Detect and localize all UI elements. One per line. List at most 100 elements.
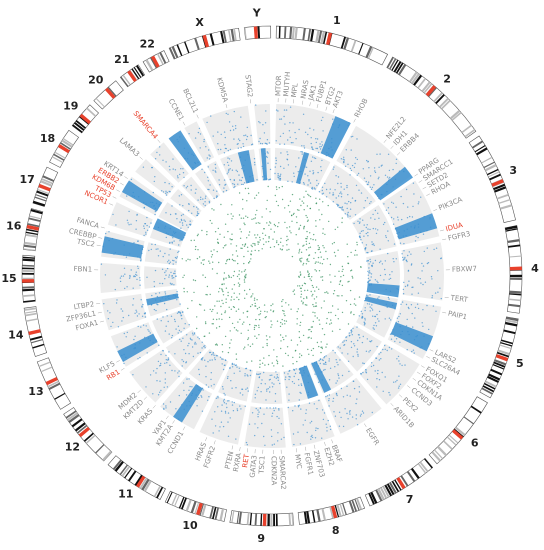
track-dot: [257, 192, 260, 194]
track-dot: [146, 216, 148, 219]
track-dot: [375, 357, 378, 359]
track-dot: [274, 172, 276, 175]
track-dot: [175, 261, 177, 263]
track-dot: [245, 273, 247, 276]
track-dot: [226, 406, 228, 409]
chromosome-band: [139, 477, 148, 489]
track-dot: [388, 346, 391, 349]
track-dot: [233, 138, 235, 140]
gene-label: PTEN: [224, 450, 236, 469]
track-dot: [299, 257, 301, 260]
track-dot: [411, 293, 413, 295]
track-dot: [315, 202, 318, 204]
track-dot: [343, 188, 345, 190]
track-dot: [397, 321, 400, 323]
track-dot: [148, 226, 151, 228]
track-dot: [404, 256, 406, 259]
chromosome-band: [497, 349, 510, 356]
track-dot: [271, 324, 273, 326]
track-dot: [371, 243, 373, 246]
track-dot: [386, 176, 389, 178]
track-dot: [407, 284, 409, 286]
track-dot: [216, 318, 218, 321]
track-dot: [305, 412, 307, 415]
track-dot: [270, 228, 272, 230]
chromosome-band: [421, 81, 431, 93]
track-dot: [300, 290, 302, 292]
chromosome-band: [32, 200, 46, 207]
track-dot: [259, 363, 261, 365]
track-dot: [356, 351, 358, 353]
track-dot: [309, 422, 311, 424]
chromosome-band: [433, 92, 443, 103]
track-dot: [201, 410, 204, 412]
track-dot: [322, 359, 324, 362]
track-dot: [235, 310, 237, 312]
track-dot: [257, 241, 259, 243]
track-dot: [393, 261, 395, 263]
track-dot: [249, 374, 252, 377]
track-dot: [256, 209, 258, 212]
track-dot: [315, 427, 317, 429]
track-dot: [215, 355, 217, 357]
track-dot: [298, 252, 300, 254]
track-dot: [317, 183, 320, 185]
track-dot: [232, 215, 234, 217]
chromosome-label: 15: [1, 272, 16, 285]
track-dot: [259, 222, 261, 224]
track-dot: [297, 378, 300, 381]
track-dot: [240, 332, 242, 334]
track-dot: [153, 308, 156, 311]
track-dot: [306, 238, 308, 240]
track-dot: [206, 233, 208, 236]
track-dot: [325, 322, 328, 324]
track-dot: [384, 273, 386, 276]
track-dot: [150, 222, 152, 224]
track-dot: [159, 365, 161, 367]
track-dot: [418, 201, 420, 203]
track-dot: [269, 211, 271, 213]
track-dot: [354, 249, 357, 252]
track-dot: [347, 216, 349, 218]
track-dot: [299, 321, 302, 324]
track-dot: [178, 244, 180, 246]
track-dot: [302, 245, 304, 247]
track-dot: [350, 270, 352, 272]
track-dot: [308, 254, 310, 257]
track-dot: [188, 209, 190, 212]
track-dot: [127, 222, 129, 224]
track-dot: [114, 288, 117, 291]
gene-label: BCL2L1: [181, 87, 199, 114]
track-dot: [211, 254, 214, 256]
track-dot: [226, 173, 228, 175]
track-dot: [303, 147, 306, 149]
track-dot: [155, 309, 157, 312]
track-dot: [299, 271, 301, 273]
track-dot: [196, 211, 199, 213]
track-dot: [214, 170, 216, 172]
track-dot: [277, 379, 279, 381]
track-dot: [306, 236, 309, 238]
track-dot: [266, 339, 268, 341]
track-dot: [346, 186, 348, 189]
chromosome-band: [365, 46, 373, 59]
chromosome-band: [508, 244, 521, 248]
track-dot: [169, 213, 172, 216]
track-dot: [348, 200, 350, 203]
track-dot: [269, 386, 271, 388]
track-dot: [196, 214, 199, 217]
track-dot: [235, 387, 237, 389]
track-dot: [254, 335, 256, 337]
track-dot: [313, 157, 316, 159]
track-dot: [194, 279, 197, 282]
track-dot: [372, 213, 374, 216]
track-dot: [244, 373, 246, 375]
track-dot: [159, 282, 161, 285]
track-dot: [331, 243, 334, 245]
chromosome-band: [32, 343, 45, 349]
track-dot: [292, 290, 294, 293]
track-dot: [204, 171, 206, 174]
track-dot: [237, 183, 239, 185]
gene-tick: [407, 385, 411, 389]
centromere: [491, 179, 504, 187]
